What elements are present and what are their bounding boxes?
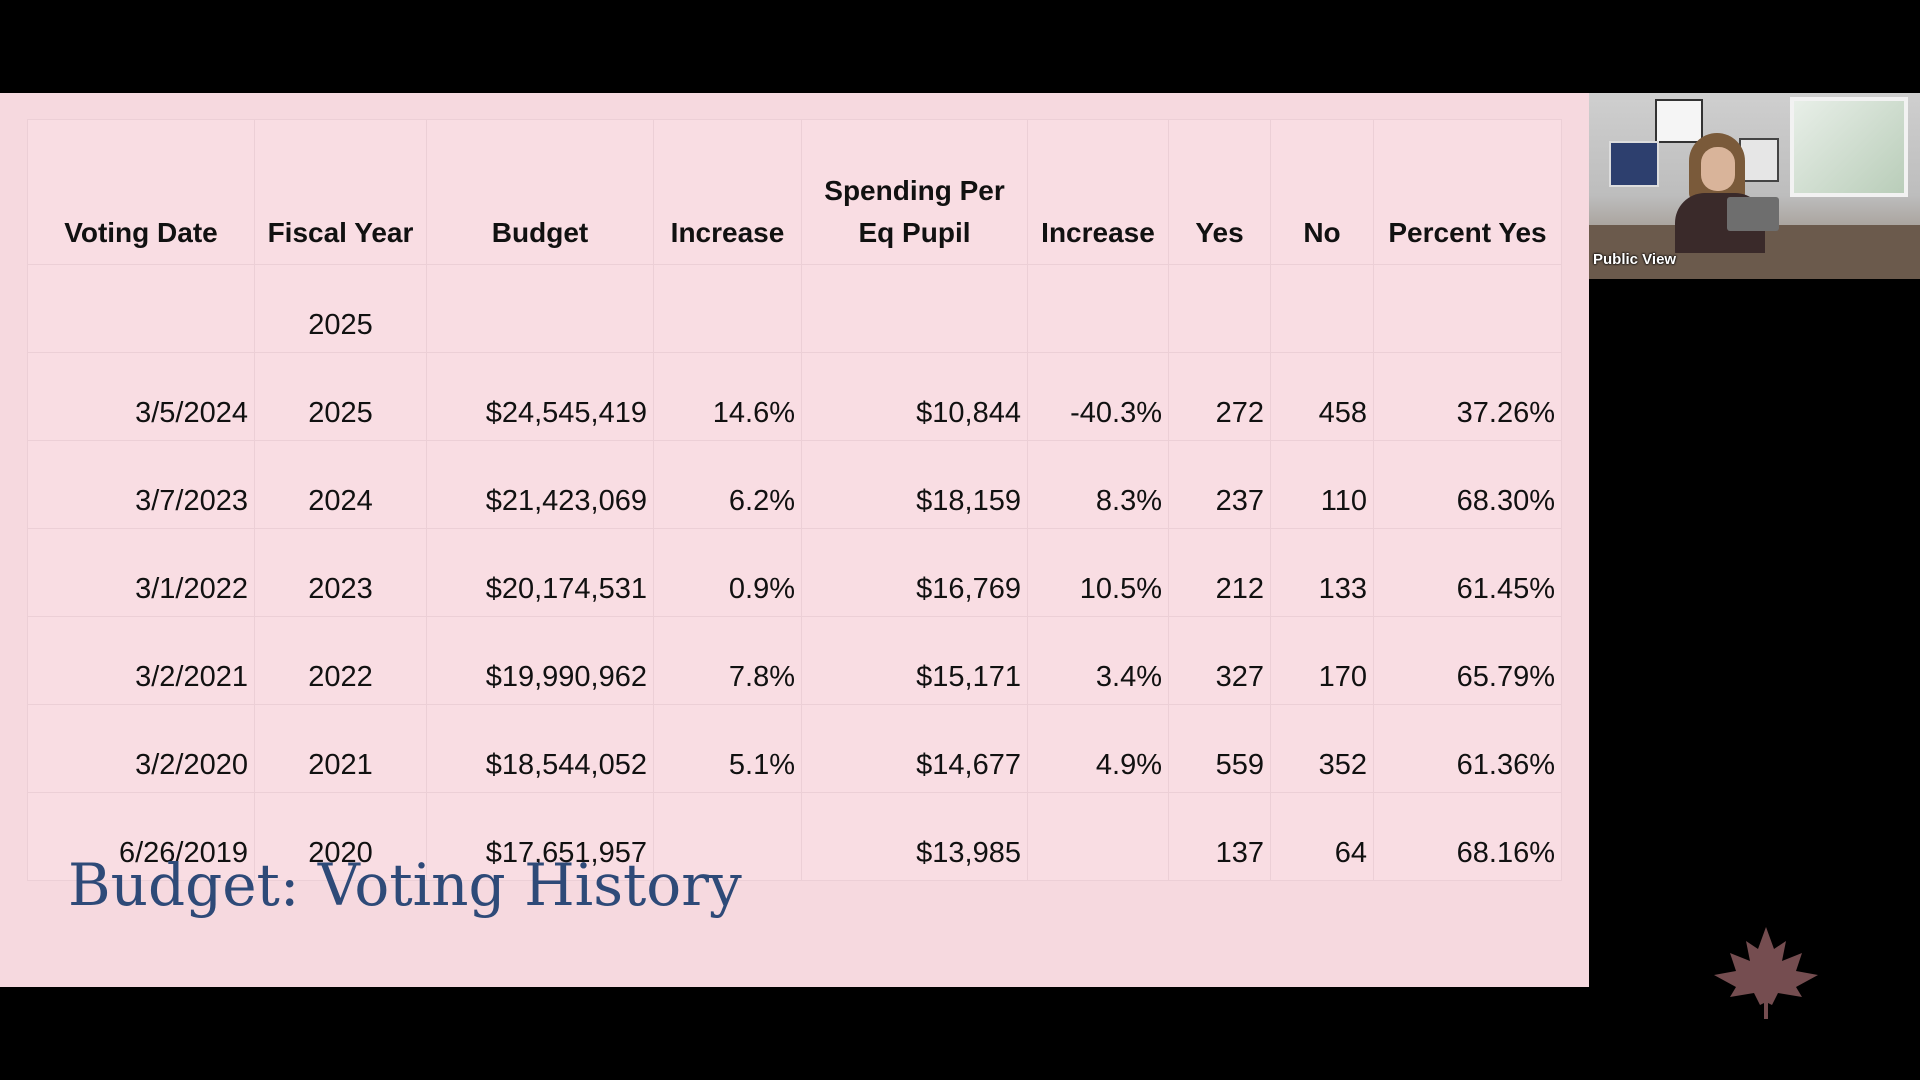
- budget-increase-cell: 0.9%: [653, 528, 802, 617]
- header-fiscal-year: Fiscal Year: [254, 119, 427, 265]
- fiscal-year-cell: 2025: [254, 352, 427, 441]
- video-window-scene: [1790, 97, 1908, 197]
- slide-title: Budget: Voting History: [68, 851, 742, 919]
- header-budget-increase: Increase: [653, 119, 802, 265]
- table-row: 3/7/2023 2024 $21,423,069 6.2% $18,159 8.3% 23…: [27, 440, 1562, 529]
- header-spending-per-pupil: Spending Per Eq Pupil: [801, 119, 1028, 265]
- table-row: 2025: [27, 264, 1562, 353]
- spending-per-pupil-cell: $16,769: [801, 528, 1028, 617]
- budget-cell: $18,544,052: [426, 704, 654, 793]
- budget-increase-cell: [653, 264, 802, 353]
- budget-increase-cell: 7.8%: [653, 616, 802, 705]
- table-row: 3/2/2021 2022 $19,990,962 7.8% $15,171 3.4% 32…: [27, 616, 1562, 705]
- yes-votes-cell: 272: [1168, 352, 1271, 441]
- spending-increase-cell: 4.9%: [1027, 704, 1169, 793]
- video-poster: [1739, 138, 1779, 182]
- spending-increase-cell: -40.3%: [1027, 352, 1169, 441]
- percent-yes-cell: 68.30%: [1373, 440, 1562, 529]
- spending-per-pupil-cell: $14,677: [801, 704, 1028, 793]
- yes-votes-cell: 237: [1168, 440, 1271, 529]
- fiscal-year-cell: 2025: [254, 264, 427, 353]
- voting-date-cell: 3/2/2021: [27, 616, 255, 705]
- participant-video-tile[interactable]: Public View: [1589, 93, 1920, 279]
- no-votes-cell: 170: [1270, 616, 1374, 705]
- video-participant-face: [1701, 147, 1735, 191]
- no-votes-cell: 133: [1270, 528, 1374, 617]
- video-tile-label: Public View: [1593, 251, 1677, 268]
- budget-increase-cell: 14.6%: [653, 352, 802, 441]
- header-spending-increase: Increase: [1027, 119, 1169, 265]
- yes-votes-cell: 212: [1168, 528, 1271, 617]
- percent-yes-cell: [1373, 264, 1562, 353]
- yes-votes-cell: 327: [1168, 616, 1271, 705]
- no-votes-cell: 458: [1270, 352, 1374, 441]
- voting-date-cell: [27, 264, 255, 353]
- spending-increase-cell: 3.4%: [1027, 616, 1169, 705]
- voting-date-cell: 6/26/2019: [27, 792, 255, 881]
- spending-per-pupil-cell: $15,171: [801, 616, 1028, 705]
- percent-yes-cell: 37.26%: [1373, 352, 1562, 441]
- spending-increase-cell: [1027, 264, 1169, 353]
- spending-per-pupil-cell: $13,985: [801, 792, 1028, 881]
- voting-date-cell: 3/7/2023: [27, 440, 255, 529]
- yes-votes-cell: 559: [1168, 704, 1271, 793]
- table-row: 6/26/2019 2020 $17,651,957 $13,985 137 64 68.1…: [27, 792, 1562, 881]
- budget-increase-cell: 6.2%: [653, 440, 802, 529]
- spending-increase-cell: 8.3%: [1027, 440, 1169, 529]
- voting-date-cell: 3/5/2024: [27, 352, 255, 441]
- table-header-row: Voting Date Fiscal Year Budget Increase …: [27, 119, 1562, 265]
- percent-yes-cell: 61.36%: [1373, 704, 1562, 793]
- video-laptop: [1727, 197, 1779, 231]
- header-no: No: [1270, 119, 1374, 265]
- video-poster: [1655, 99, 1703, 143]
- fiscal-year-cell: 2023: [254, 528, 427, 617]
- percent-yes-cell: 65.79%: [1373, 616, 1562, 705]
- budget-cell: $20,174,531: [426, 528, 654, 617]
- percent-yes-cell: 61.45%: [1373, 528, 1562, 617]
- table-row: 3/2/2020 2021 $18,544,052 5.1% $14,677 4.9% 55…: [27, 704, 1562, 793]
- budget-increase-cell: [653, 792, 802, 881]
- fiscal-year-cell: 2022: [254, 616, 427, 705]
- no-votes-cell: 352: [1270, 704, 1374, 793]
- spending-increase-cell: 10.5%: [1027, 528, 1169, 617]
- yes-votes-cell: 137: [1168, 792, 1271, 881]
- maple-leaf-icon: [1714, 927, 1818, 1019]
- budget-cell: $17,651,957: [426, 792, 654, 881]
- header-percent-yes: Percent Yes: [1373, 119, 1562, 265]
- voting-history-table: Voting Date Fiscal Year Budget Increase …: [27, 119, 1562, 881]
- voting-date-cell: 3/1/2022: [27, 528, 255, 617]
- percent-yes-cell: 68.16%: [1373, 792, 1562, 881]
- fiscal-year-cell: 2020: [254, 792, 427, 881]
- no-votes-cell: [1270, 264, 1374, 353]
- header-voting-date: Voting Date: [27, 119, 255, 265]
- header-budget: Budget: [426, 119, 654, 265]
- spending-per-pupil-cell: $10,844: [801, 352, 1028, 441]
- budget-cell: $21,423,069: [426, 440, 654, 529]
- fiscal-year-cell: 2021: [254, 704, 427, 793]
- spending-increase-cell: [1027, 792, 1169, 881]
- fiscal-year-cell: 2024: [254, 440, 427, 529]
- table-body: 2025 3/5/2024 2025 $24,545,419 14.6% $10,844-…: [27, 264, 1562, 881]
- budget-increase-cell: 5.1%: [653, 704, 802, 793]
- voting-date-cell: 3/2/2020: [27, 704, 255, 793]
- budget-cell: $24,545,419: [426, 352, 654, 441]
- budget-cell: $19,990,962: [426, 616, 654, 705]
- table-row: 3/5/2024 2025 $24,545,419 14.6% $10,844 -40.3…: [27, 352, 1562, 441]
- budget-cell: [426, 264, 654, 353]
- table-row: 3/1/2022 2023 $20,174,531 0.9% $16,769 10.5% 2…: [27, 528, 1562, 617]
- video-poster: [1609, 141, 1659, 187]
- spending-per-pupil-cell: $18,159: [801, 440, 1028, 529]
- no-votes-cell: 64: [1270, 792, 1374, 881]
- no-votes-cell: 110: [1270, 440, 1374, 529]
- presentation-slide: Voting Date Fiscal Year Budget Increase …: [0, 93, 1589, 987]
- yes-votes-cell: [1168, 264, 1271, 353]
- spending-per-pupil-cell: [801, 264, 1028, 353]
- header-yes: Yes: [1168, 119, 1271, 265]
